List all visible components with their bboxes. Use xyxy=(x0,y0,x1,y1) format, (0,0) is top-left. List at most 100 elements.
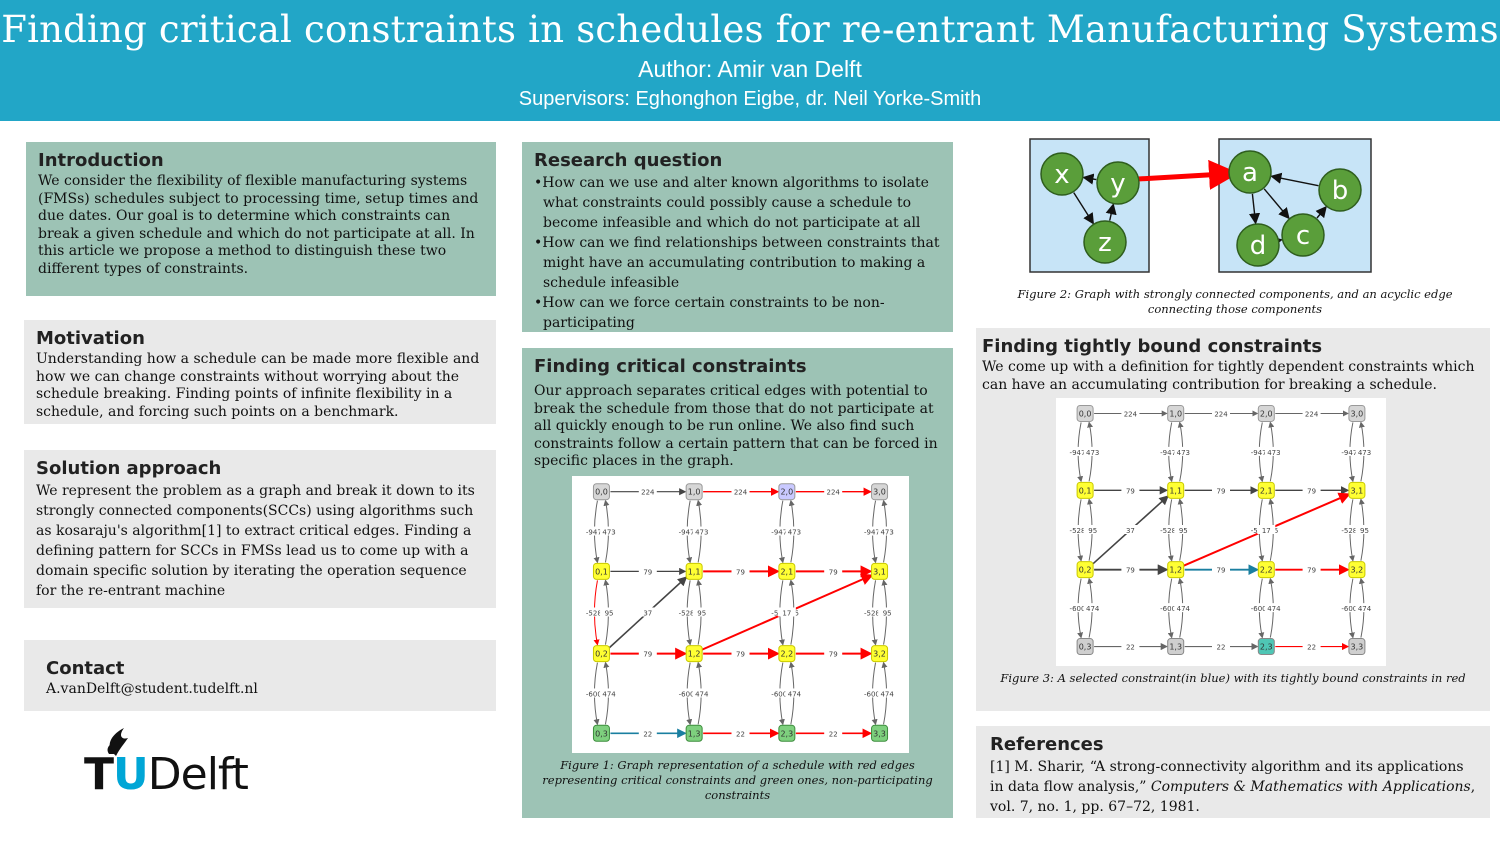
graph-node xyxy=(1257,561,1275,579)
edge-label-bg xyxy=(1257,525,1276,534)
scc-edge xyxy=(1082,173,1097,185)
research-item: How can we force certain constraints to … xyxy=(534,293,941,333)
graph-node-label: 3,1 xyxy=(1351,486,1364,495)
edge-label: 22 xyxy=(643,730,652,738)
scc-edge xyxy=(1248,193,1261,225)
edge-label-bg xyxy=(1212,485,1230,495)
edge-label: -947 xyxy=(586,529,602,537)
scc-node-label: x xyxy=(1054,160,1069,190)
graph-node-label: 2,2 xyxy=(1260,566,1273,575)
graph-node-label: 2,1 xyxy=(780,567,793,576)
edge-label-bg xyxy=(1264,603,1283,613)
edge-label: 37 xyxy=(643,610,652,618)
edge-label: 79 xyxy=(1307,567,1316,575)
graph-node-label: 2,0 xyxy=(1260,409,1273,418)
edge-label: 95 xyxy=(605,610,614,618)
edge-label: 79 xyxy=(829,568,838,576)
edge-label: -528 xyxy=(1070,527,1086,535)
edge-label: 79 xyxy=(1217,487,1226,495)
scc-node xyxy=(1236,223,1280,267)
reference-1: [1] M. Sharir, “A strong-connectivity al… xyxy=(990,759,1476,815)
edge-label: 79 xyxy=(829,651,838,659)
graph-node xyxy=(1348,638,1366,656)
edge-label-bg xyxy=(770,526,789,536)
scc-edge xyxy=(1105,203,1117,221)
edge-label-bg xyxy=(600,526,619,536)
contact-email[interactable]: A.vanDelft@student.tudelft.nl xyxy=(46,681,258,697)
edge-label: -528 xyxy=(1341,527,1357,535)
graph-node-label: 2,3 xyxy=(780,729,793,738)
edge-label-bg xyxy=(1355,446,1374,456)
research-item: How can we use and alter known algorithm… xyxy=(534,173,941,233)
graph-node xyxy=(592,724,610,742)
graph-node xyxy=(778,724,796,742)
edge-label: 474 xyxy=(1177,605,1191,613)
graph-node xyxy=(1167,561,1185,579)
poster-title: Finding critical constraints in schedule… xyxy=(1,8,1499,51)
edge-label: 79 xyxy=(736,568,745,576)
edge-label: 22 xyxy=(829,730,838,738)
edge-label: -600 xyxy=(1070,605,1086,613)
edge-label: -600 xyxy=(864,690,880,698)
edge-label-bg xyxy=(1121,564,1140,574)
edge-label: -947 xyxy=(864,529,880,537)
research-item: How can we find relationships between co… xyxy=(534,233,941,293)
graph-node xyxy=(778,562,796,580)
critical-heading: Finding critical constraints xyxy=(534,356,807,377)
graph-node-label: 3,0 xyxy=(873,488,886,497)
critical-constraints-section: Finding critical constraints Our approac… xyxy=(522,348,953,818)
graph-node xyxy=(1076,481,1094,499)
figure-3: 224 224 224 79 79 79 79 79 79 22 22 22 -947 473 -528 95… xyxy=(1056,398,1386,666)
scc-edge xyxy=(1315,205,1327,219)
scc-node xyxy=(1281,213,1325,257)
edge-label: -947 xyxy=(1341,449,1357,457)
graph-node-label: 1,3 xyxy=(1169,643,1182,652)
scc-node xyxy=(1228,150,1272,194)
edge-label: -528 xyxy=(1160,527,1176,535)
scc-node-label: z xyxy=(1098,228,1112,258)
graph-node-label: 3,3 xyxy=(873,729,886,738)
edge-label-bg xyxy=(1083,525,1102,534)
references-section: References [1] M. Sharir, “A strong-conn… xyxy=(976,726,1490,818)
edge-label-bg xyxy=(1302,564,1321,574)
graph-node-label: 0,3 xyxy=(595,729,608,738)
edge-label-bg xyxy=(1121,408,1140,418)
edge-label: -947 xyxy=(1251,449,1267,457)
edge-label: 22 xyxy=(1126,644,1135,652)
edge-label-bg xyxy=(1068,603,1087,613)
edge-label: 22 xyxy=(1307,644,1316,652)
edge-label: 474 xyxy=(1086,605,1100,613)
graph-node xyxy=(1348,404,1366,422)
edge-label-bg xyxy=(731,648,750,658)
edge-label-bg xyxy=(692,607,711,617)
graph-node xyxy=(778,483,796,501)
edge-label: 22 xyxy=(1217,644,1226,652)
graph-node xyxy=(685,562,703,580)
edge-label-bg xyxy=(1212,564,1230,574)
graph-node xyxy=(778,645,796,663)
edge-label-bg xyxy=(638,607,657,617)
figure-1-caption: Figure 1: Graph representation of a sche… xyxy=(542,758,933,802)
edge-label: 473 xyxy=(1358,449,1371,457)
graph-node-label: 3,1 xyxy=(873,567,886,576)
edge-label: 95 xyxy=(883,610,892,618)
graph-node-label: 1,3 xyxy=(688,729,701,738)
edge-label-bg xyxy=(1121,525,1140,534)
graph-node xyxy=(1257,404,1275,422)
edge-label-bg xyxy=(638,648,657,658)
edge-label-bg xyxy=(1355,603,1374,613)
edge-label: 224 xyxy=(1124,410,1138,418)
edge-label: 224 xyxy=(641,489,655,497)
edge-label: 224 xyxy=(1214,410,1228,418)
solution-heading: Solution approach xyxy=(36,458,222,479)
edge-label: 79 xyxy=(1126,567,1135,575)
figure-3-caption: Figure 3: A selected constraint(in blue)… xyxy=(1000,671,1466,685)
edge-label-bg xyxy=(824,566,843,576)
edge-label: -600 xyxy=(771,690,787,698)
introduction-section: Introduction We consider the flexibility… xyxy=(26,142,496,296)
edge-label: -600 xyxy=(1341,605,1357,613)
edge-label: 474 xyxy=(788,690,802,698)
edge-label: -947 xyxy=(679,529,695,537)
edge-label: 17 xyxy=(782,610,791,618)
